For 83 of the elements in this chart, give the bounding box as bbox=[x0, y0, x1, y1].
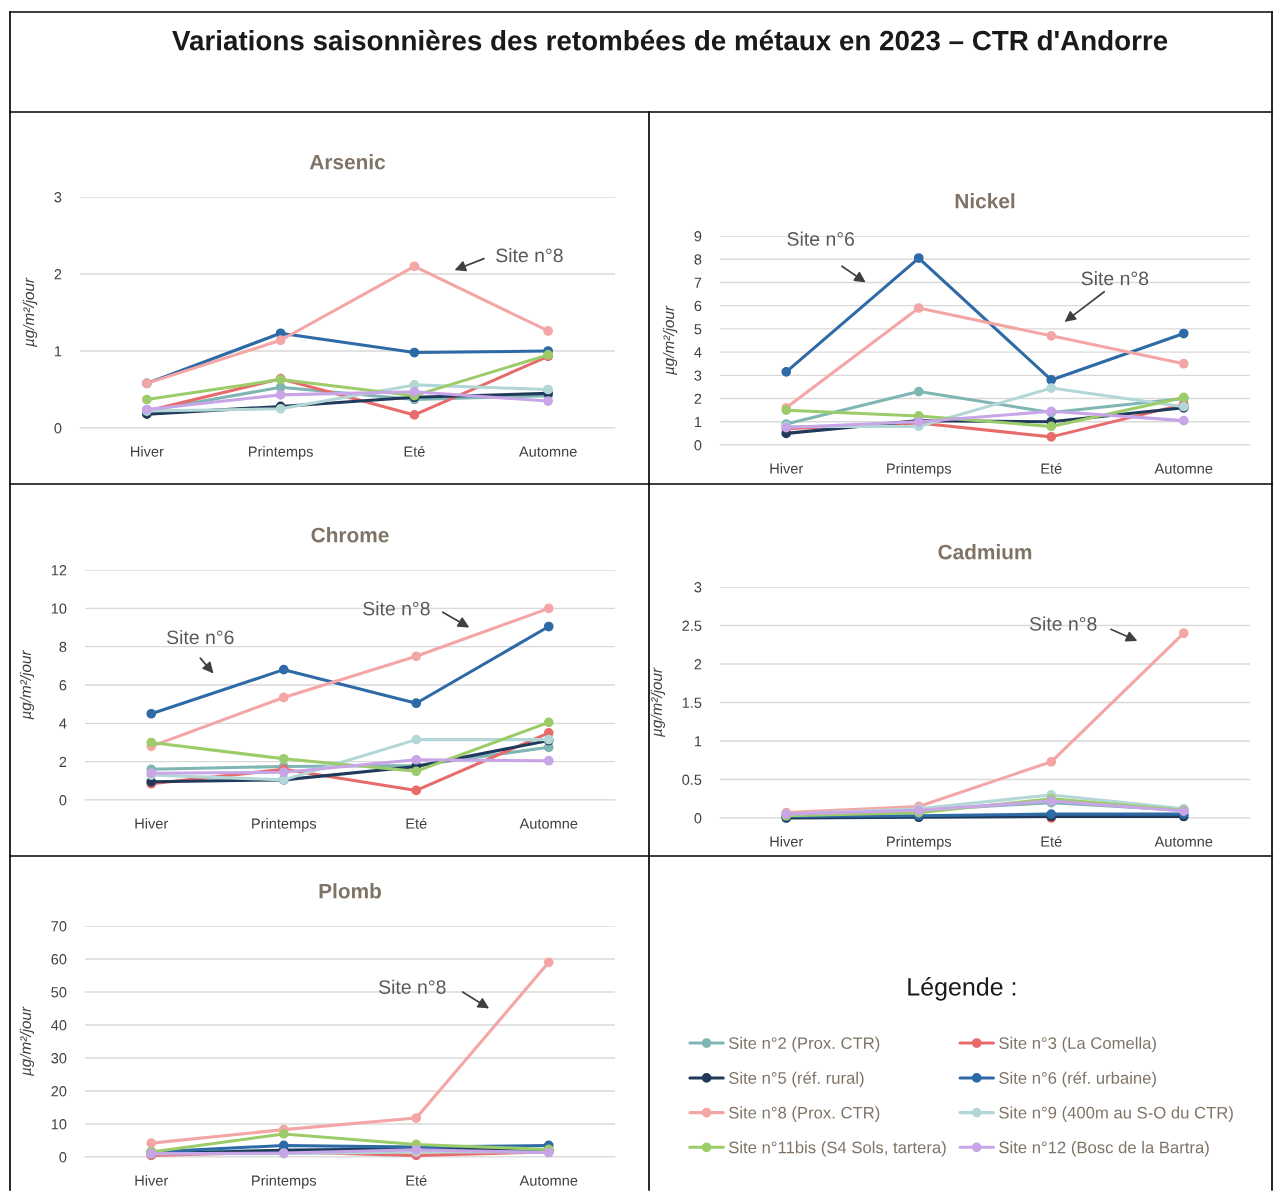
y-tick-label: 2 bbox=[694, 393, 702, 404]
legend-label: Site n°3 (La Comella) bbox=[999, 1036, 1156, 1053]
x-tick-label: Hiver bbox=[135, 818, 169, 829]
y-axis-title: µg/m²/jour bbox=[662, 305, 678, 376]
chart-title: Cadmium bbox=[938, 544, 1032, 560]
y-tick-label: 1 bbox=[694, 417, 702, 428]
y-tick-label: 30 bbox=[51, 1053, 67, 1064]
y-axis-title: µg/m²/jour bbox=[19, 1006, 35, 1077]
y-axis-title: µg/m²/jour bbox=[22, 277, 38, 348]
x-tick-label: Printemps bbox=[887, 463, 952, 477]
y-tick-label: 2.5 bbox=[682, 620, 702, 631]
y-tick-label: 1 bbox=[694, 736, 702, 747]
x-tick-label: Automne bbox=[519, 818, 578, 829]
legend-label: Site n°6 (réf. urbaine) bbox=[999, 1071, 1156, 1088]
y-tick-label: 0 bbox=[59, 1152, 67, 1163]
y-tick-label: 50 bbox=[51, 987, 67, 998]
x-tick-label: Printemps bbox=[249, 446, 313, 460]
x-tick-label: Eté bbox=[1041, 462, 1062, 474]
chart-title: Arsenic bbox=[309, 154, 386, 170]
y-tick-label: 0 bbox=[694, 440, 702, 451]
y-tick-label: 0 bbox=[59, 795, 67, 806]
y-tick-label: 0 bbox=[54, 423, 62, 434]
annotation: Site n°8 bbox=[1029, 616, 1097, 631]
legend-label: Site n°5 (réf. rural) bbox=[729, 1071, 864, 1088]
y-tick-label: 60 bbox=[51, 954, 67, 965]
annotation: Site n°6 bbox=[787, 231, 854, 246]
x-tick-label: Printemps bbox=[252, 1175, 317, 1189]
legend-label: Site n°9 (400m au S-O du CTR) bbox=[999, 1106, 1233, 1122]
y-axis-title: µg/m²/jour bbox=[650, 667, 666, 738]
legend-label: Site n°11bis (S4 Sols, tartera) bbox=[729, 1141, 946, 1157]
y-tick-label: 9 bbox=[694, 231, 702, 242]
y-tick-label: 6 bbox=[694, 300, 702, 312]
y-tick-label: 4 bbox=[59, 718, 67, 729]
chart-title: Nickel bbox=[955, 193, 1015, 209]
legend-label: Site n°8 (Prox. CTR) bbox=[729, 1106, 880, 1122]
annotation: Site n°8 bbox=[379, 979, 446, 994]
y-tick-label: 3 bbox=[54, 192, 62, 203]
y-tick-label: 3 bbox=[694, 370, 702, 381]
y-tick-label: 10 bbox=[51, 1119, 67, 1130]
legend-label: Site n°2 (Prox. CTR) bbox=[729, 1036, 880, 1053]
x-tick-label: Hiver bbox=[131, 446, 164, 457]
x-tick-label: Hiver bbox=[770, 463, 804, 474]
x-tick-label: Eté bbox=[404, 445, 425, 457]
y-tick-label: 2 bbox=[59, 756, 67, 767]
x-tick-label: Eté bbox=[1041, 835, 1062, 847]
legend-title: Légende : bbox=[908, 977, 1016, 1001]
x-tick-label: Automne bbox=[1154, 463, 1213, 474]
y-tick-label: 20 bbox=[51, 1086, 67, 1097]
y-tick-label: 3 bbox=[694, 582, 702, 593]
y-tick-label: 1 bbox=[54, 346, 62, 357]
y-tick-label: 70 bbox=[51, 921, 67, 932]
y-tick-label: 0 bbox=[694, 813, 702, 824]
x-tick-label: Hiver bbox=[770, 836, 804, 847]
chart-title: Plomb bbox=[319, 883, 381, 899]
annotation: Site n°8 bbox=[1081, 271, 1149, 286]
y-tick-label: 7 bbox=[694, 277, 702, 288]
chart-title: Chrome bbox=[311, 527, 389, 543]
y-tick-label: 1.5 bbox=[682, 697, 702, 708]
y-tick-label: 0.5 bbox=[682, 774, 702, 785]
x-tick-label: Printemps bbox=[887, 836, 952, 850]
annotation: Site n°8 bbox=[496, 248, 563, 263]
legend-label: Site n°12 (Bosc de la Bartra) bbox=[999, 1141, 1209, 1157]
y-tick-label: 12 bbox=[51, 565, 67, 576]
x-tick-label: Automne bbox=[519, 1175, 578, 1186]
y-tick-label: 5 bbox=[694, 324, 702, 335]
y-tick-label: 2 bbox=[694, 659, 702, 670]
x-tick-label: Automne bbox=[1154, 836, 1213, 847]
x-tick-label: Printemps bbox=[252, 818, 317, 832]
y-axis-title: µg/m²/jour bbox=[19, 649, 35, 720]
y-tick-label: 10 bbox=[51, 603, 67, 614]
annotation: Site n°6 bbox=[167, 629, 234, 645]
x-tick-label: Eté bbox=[406, 1174, 427, 1186]
x-tick-label: Automne bbox=[518, 446, 577, 457]
y-tick-label: 6 bbox=[59, 680, 67, 691]
x-tick-label: Eté bbox=[406, 817, 427, 829]
y-tick-label: 2 bbox=[54, 269, 62, 280]
y-tick-label: 8 bbox=[59, 641, 67, 653]
annotation: Site n°8 bbox=[363, 601, 430, 616]
y-tick-label: 40 bbox=[51, 1020, 67, 1031]
y-tick-label: 8 bbox=[694, 254, 702, 265]
x-tick-label: Hiver bbox=[135, 1175, 169, 1186]
y-tick-label: 4 bbox=[694, 347, 702, 358]
text: Variations saisonnières des retombées de métaux en 2023 – CTR d'Andorre bbox=[172, 29, 1168, 51]
